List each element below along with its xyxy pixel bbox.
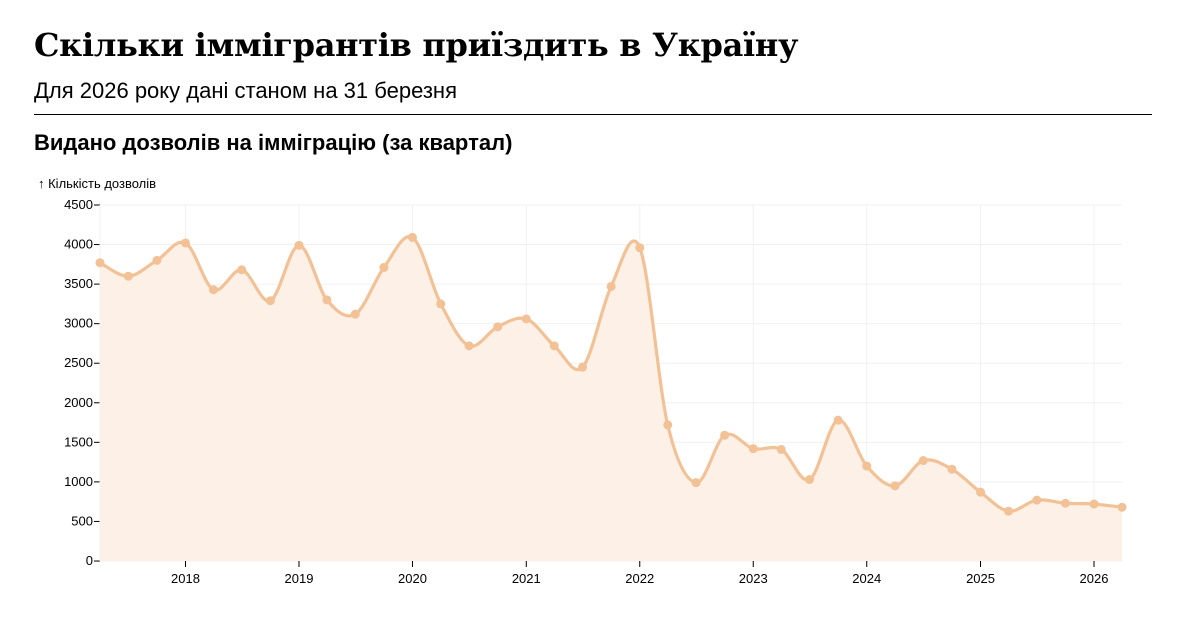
y-tick-label: 1500 (64, 434, 93, 449)
data-point (918, 456, 928, 466)
data-point (123, 271, 133, 281)
data-point (748, 444, 758, 454)
data-point (635, 243, 645, 253)
data-point (464, 341, 474, 351)
data-point (265, 296, 275, 306)
data-point (805, 475, 815, 485)
data-point (606, 281, 616, 291)
data-point (578, 362, 588, 372)
chart-title: Видано дозволів на імміграцію (за кварта… (34, 130, 513, 155)
data-point (720, 430, 730, 440)
data-point (776, 444, 786, 454)
page-title: Скільки іммігрантів приїздить в Україну (34, 26, 799, 64)
page-subtitle: Для 2026 року дані станом на 31 березня (34, 78, 457, 103)
y-tick-label: 2000 (64, 395, 93, 410)
y-tick-label: 1000 (64, 474, 93, 489)
data-point (976, 487, 986, 497)
data-point (95, 258, 105, 268)
data-point (407, 232, 417, 242)
y-tick-label: 2500 (64, 355, 93, 370)
x-tick-label: 2018 (171, 571, 200, 586)
data-point (947, 464, 957, 474)
x-tick-label: 2020 (398, 571, 427, 586)
x-tick-label: 2019 (285, 571, 314, 586)
data-point (294, 240, 304, 250)
y-tick-label: 500 (71, 513, 93, 528)
data-point (379, 262, 389, 272)
data-point (350, 309, 360, 319)
data-point (521, 314, 531, 324)
data-point (549, 341, 559, 351)
y-tick-label: 3500 (64, 276, 93, 291)
data-point (1117, 502, 1127, 512)
header-divider (34, 114, 1152, 115)
data-point (833, 415, 843, 425)
data-point (208, 285, 218, 295)
data-point (663, 420, 673, 430)
x-tick-label: 2021 (512, 571, 541, 586)
x-tick-label: 2024 (852, 571, 881, 586)
data-point (1032, 495, 1042, 505)
series-line (98, 234, 1124, 513)
data-point (1004, 506, 1014, 516)
x-tick-label: 2023 (739, 571, 768, 586)
data-point (322, 295, 332, 305)
x-tick-label: 2025 (966, 571, 995, 586)
y-tick-label: 4500 (64, 197, 93, 212)
data-point (237, 265, 247, 275)
x-tick-label: 2022 (625, 571, 654, 586)
y-tick-label: 4000 (64, 237, 93, 252)
data-point (436, 299, 446, 309)
data-point (493, 322, 503, 332)
y-tick-label: 3000 (64, 316, 93, 331)
data-point (1089, 499, 1099, 509)
y-tick-label: 0 (86, 553, 93, 568)
data-point (862, 461, 872, 471)
data-point (691, 478, 701, 488)
x-tick-label: 2026 (1080, 571, 1109, 586)
y-axis-label: ↑ Кількість дозволів (38, 176, 157, 191)
data-point (890, 481, 900, 491)
data-point (152, 255, 162, 265)
data-point (181, 238, 191, 248)
data-point (1060, 498, 1070, 508)
